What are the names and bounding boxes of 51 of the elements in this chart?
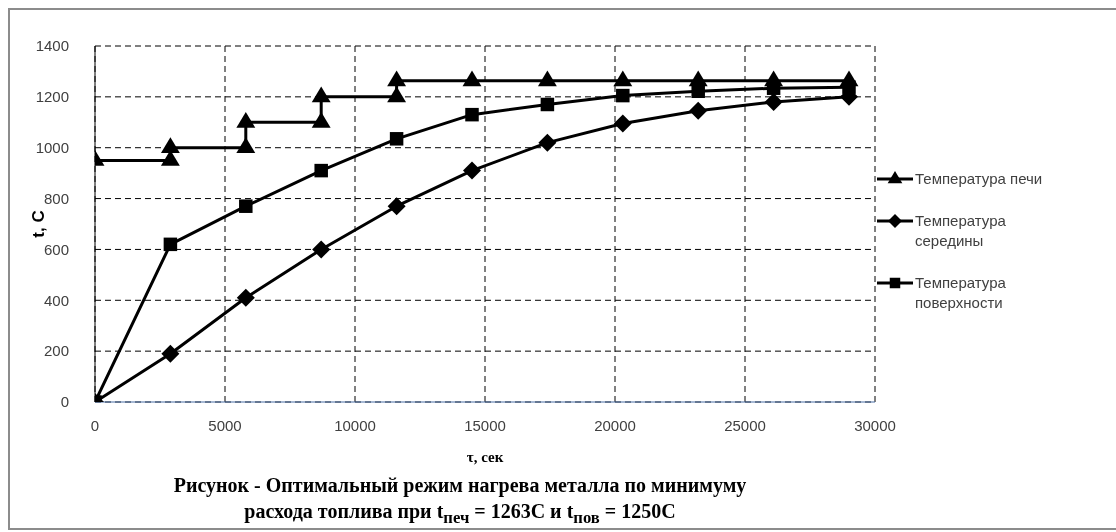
x-tick-label: 20000 bbox=[594, 416, 636, 434]
point bbox=[616, 88, 630, 103]
point bbox=[387, 197, 406, 216]
point bbox=[312, 240, 331, 259]
point bbox=[691, 84, 705, 99]
text: Рисунок - Оптимальный режим нагрева металла по минимуму расхода топлива при t$_{печ}$ = 1263С и t$_{пов}$ = 1250С bbox=[172, 473, 748, 529]
point bbox=[387, 86, 407, 103]
point bbox=[540, 97, 555, 112]
legend-label: Температура поверхности bbox=[915, 273, 1007, 313]
point bbox=[689, 101, 708, 120]
y-tick-label: 200 bbox=[43, 342, 69, 360]
x-tick-label: 15000 bbox=[464, 416, 506, 434]
point bbox=[764, 92, 783, 111]
y-tick-label: 600 bbox=[43, 240, 69, 258]
point bbox=[613, 114, 632, 133]
point bbox=[463, 161, 481, 180]
point bbox=[387, 70, 407, 87]
point bbox=[766, 81, 781, 95]
point bbox=[311, 111, 331, 128]
point bbox=[462, 70, 482, 87]
point bbox=[537, 70, 557, 87]
x-tick-label: 0 bbox=[90, 416, 100, 434]
point bbox=[236, 111, 256, 128]
x-tick-label: 25000 bbox=[724, 416, 766, 434]
point bbox=[239, 199, 253, 213]
point bbox=[160, 150, 180, 166]
point bbox=[160, 137, 180, 154]
point bbox=[314, 163, 328, 178]
y-tick-label: 800 bbox=[43, 189, 69, 207]
y-tick-label: 1200 bbox=[35, 88, 69, 106]
point bbox=[842, 80, 856, 94]
point bbox=[465, 107, 479, 122]
point bbox=[311, 86, 331, 103]
x-axis-title: τ, сек bbox=[466, 449, 504, 465]
point bbox=[163, 237, 178, 252]
y-tick-label: 0 bbox=[60, 393, 69, 411]
point bbox=[389, 132, 404, 146]
x-tick-label: 30000 bbox=[854, 416, 896, 434]
y-tick-label: 400 bbox=[43, 291, 69, 309]
point bbox=[613, 70, 633, 87]
point bbox=[538, 133, 557, 152]
x-tick-label: 5000 bbox=[208, 416, 242, 434]
y-axis-title: t, C bbox=[29, 210, 49, 238]
point bbox=[236, 288, 255, 307]
x-tick-label: 10000 bbox=[334, 416, 376, 434]
y-tick-label: 1400 bbox=[35, 37, 69, 55]
legend-label: Температура середины bbox=[915, 211, 1007, 251]
point bbox=[236, 137, 256, 154]
point bbox=[161, 344, 180, 363]
y-tick-label: 1000 bbox=[35, 139, 69, 157]
legend-label: Температура печи bbox=[915, 169, 1044, 189]
